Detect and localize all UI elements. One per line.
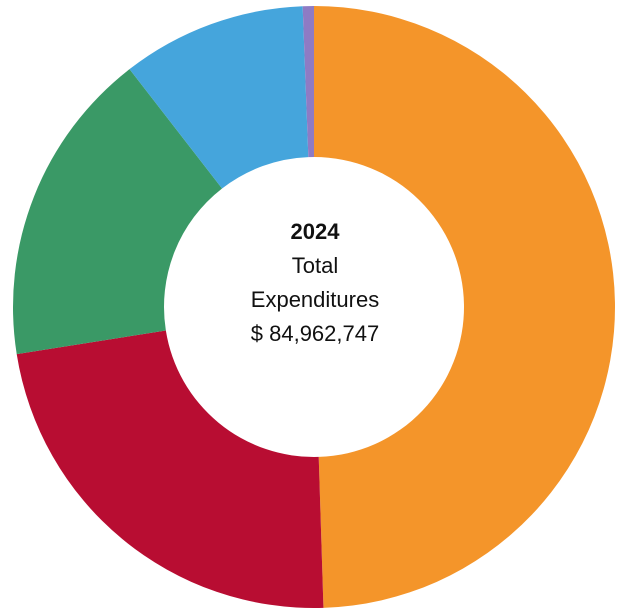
donut-slices: [12, 6, 616, 608]
donut-slice-4: [129, 6, 309, 189]
donut-slice-5: [302, 6, 314, 158]
center-year: 2024: [290, 219, 340, 244]
center-line-total: Total: [291, 253, 339, 278]
center-label: 2024 Total Expenditures $ 84,962,747: [165, 215, 465, 351]
donut-slice-1: [314, 6, 616, 608]
center-line-expenditures: Expenditures: [250, 287, 380, 312]
center-amount: $ 84,962,747: [250, 321, 380, 346]
donut-slice-2: [16, 330, 324, 608]
donut-slice-3: [12, 69, 223, 355]
